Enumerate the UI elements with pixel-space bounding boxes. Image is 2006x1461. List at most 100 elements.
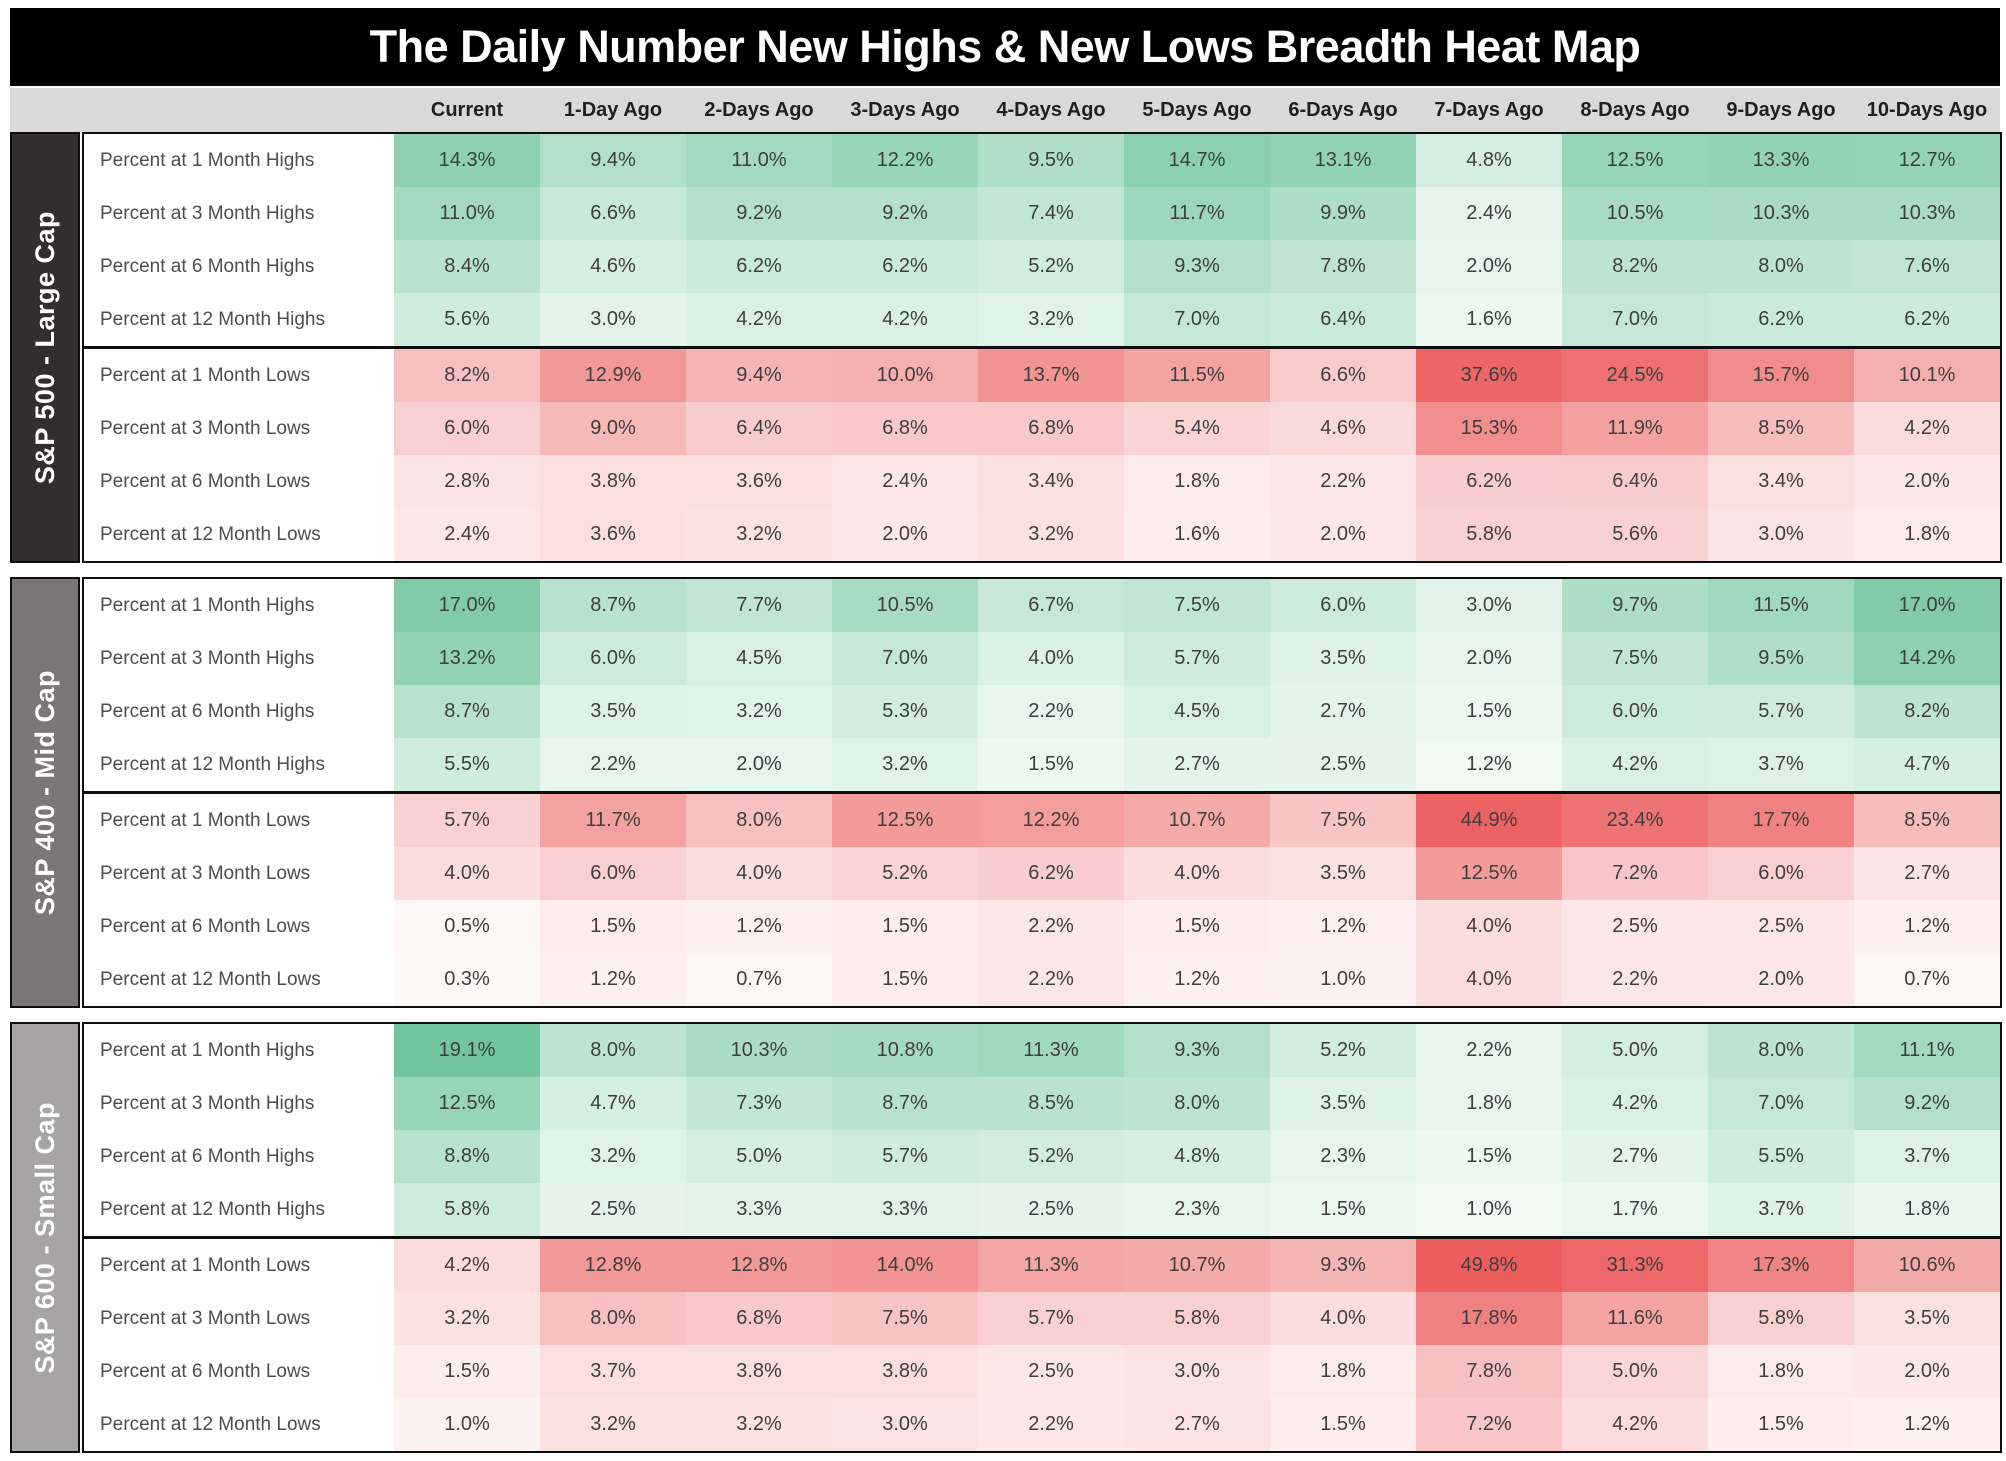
heatmap-cell: 12.2% [832,134,978,187]
heatmap-cell: 1.7% [1562,1183,1708,1236]
row-label: Percent at 6 Month Lows [84,900,394,953]
row-label: Percent at 12 Month Highs [84,1183,394,1236]
heatmap-cell: 8.7% [394,685,540,738]
heatmap-cell: 9.2% [686,187,832,240]
heatmap-cell: 1.2% [686,900,832,953]
heatmap-cell: 12.2% [978,794,1124,847]
heatmap-cell: 1.6% [1124,508,1270,561]
heatmap-cell: 7.5% [1124,579,1270,632]
heatmap-cell: 2.5% [540,1183,686,1236]
heatmap-cell: 9.7% [1562,579,1708,632]
heatmap-cell: 7.5% [832,1292,978,1345]
heatmap-cell: 2.0% [1270,508,1416,561]
heatmap-cell: 1.0% [1270,953,1416,1006]
row-label: Percent at 3 Month Lows [84,1292,394,1345]
heatmap-cell: 6.0% [394,402,540,455]
heatmap-cell: 2.7% [1124,738,1270,791]
section-table-sp500-large-cap: Percent at 1 Month Highs 14.3% 9.4% 11.0% 12… [82,132,2002,563]
heatmap-cell: 7.2% [1416,1398,1562,1451]
page-title: The Daily Number New Highs & New Lows Br… [10,8,2000,86]
heatmap-cell: 8.0% [540,1292,686,1345]
heatmap-cell: 3.8% [686,1345,832,1398]
heatmap-cell: 7.0% [1124,293,1270,346]
heatmap-cell: 1.2% [1854,900,2000,953]
heatmap-cell: 7.0% [1562,293,1708,346]
heatmap-cell: 10.3% [1854,187,2000,240]
table-row: Percent at 12 Month Lows 1.0% 3.2% 3.2% 3.0%… [84,1398,2000,1451]
heatmap-cell: 12.7% [1854,134,2000,187]
table-row: Percent at 3 Month Lows 4.0% 6.0% 4.0% 5.2% 6… [84,847,2000,900]
heatmap-cell: 14.0% [832,1239,978,1292]
heatmap-cell: 2.5% [978,1183,1124,1236]
heatmap-cell: 2.0% [832,508,978,561]
heatmap-cell: 6.2% [978,847,1124,900]
heatmap-cell: 6.2% [1708,293,1854,346]
heatmap-cell: 11.0% [394,187,540,240]
heatmap-cell: 5.7% [1708,685,1854,738]
heatmap-cell: 8.0% [1124,1077,1270,1130]
heatmap-cell: 1.5% [832,900,978,953]
heatmap-cell: 2.0% [1708,953,1854,1006]
table-row: Percent at 6 Month Highs 8.7% 3.5% 3.2% 5.3%… [84,685,2000,738]
heatmap-cell: 6.6% [540,187,686,240]
heatmap-cell: 2.7% [1562,1130,1708,1183]
heatmap-cell: 5.8% [394,1183,540,1236]
heatmap-cell: 8.2% [1562,240,1708,293]
row-label: Percent at 1 Month Highs [84,134,394,187]
heatmap-cell: 7.8% [1270,240,1416,293]
heatmap-cell: 7.2% [1562,847,1708,900]
heatmap-cell: 4.2% [686,293,832,346]
heatmap-cell: 5.7% [978,1292,1124,1345]
heatmap-cell: 11.3% [978,1239,1124,1292]
table-row: Percent at 1 Month Highs 14.3% 9.4% 11.0% 12… [84,134,2000,187]
heatmap-cell: 9.4% [686,349,832,402]
row-label: Percent at 6 Month Highs [84,240,394,293]
heatmap-cell: 11.6% [1562,1292,1708,1345]
heatmap-cell: 8.2% [394,349,540,402]
heatmap-cell: 5.3% [832,685,978,738]
heatmap-cell: 8.8% [394,1130,540,1183]
row-label: Percent at 6 Month Lows [84,1345,394,1398]
column-header-8: 8-Days Ago [1580,98,1690,121]
heatmap-cell: 1.5% [394,1345,540,1398]
heatmap-cell: 1.8% [1854,1183,2000,1236]
heatmap-cell: 4.2% [1562,738,1708,791]
heatmap-cell: 2.5% [1270,738,1416,791]
heatmap-cell: 6.4% [686,402,832,455]
row-label: Percent at 12 Month Highs [84,738,394,791]
heatmap-cell: 5.5% [394,738,540,791]
heatmap-cell: 7.7% [686,579,832,632]
heatmap-cell: 9.3% [1124,240,1270,293]
heatmap-cell: 15.7% [1708,349,1854,402]
heatmap-cell: 3.2% [832,738,978,791]
section-sp500-large-cap: S&P 500 - Large Cap Percent at 1 Month Hi… [10,132,2002,563]
section-label: S&P 400 - Mid Cap [29,669,60,916]
heatmap-cell: 4.5% [1124,685,1270,738]
heatmap-cell: 5.0% [1562,1024,1708,1077]
heatmap-cell: 2.0% [686,738,832,791]
heatmap-cell: 2.2% [978,953,1124,1006]
heatmap-cell: 10.7% [1124,794,1270,847]
heatmap-cell: 3.0% [1708,508,1854,561]
heatmap-cell: 10.5% [1562,187,1708,240]
heatmap-cell: 9.0% [540,402,686,455]
row-label: Percent at 1 Month Lows [84,349,394,402]
column-header-6: 6-Days Ago [1288,98,1398,121]
heatmap-cell: 31.3% [1562,1239,1708,1292]
heatmap-cell: 12.5% [832,794,978,847]
heatmap-cell: 5.7% [832,1130,978,1183]
heatmap-cell: 5.6% [1562,508,1708,561]
heatmap-cell: 4.8% [1416,134,1562,187]
heatmap-cell: 3.0% [1416,579,1562,632]
column-header-2: 2-Days Ago [704,98,814,121]
heatmap-cell: 5.0% [1562,1345,1708,1398]
heatmap-cell: 1.8% [1708,1345,1854,1398]
heatmap-cell: 4.0% [686,847,832,900]
heatmap-cell: 3.7% [540,1345,686,1398]
heatmap-cell: 3.2% [686,1398,832,1451]
heatmap-sections: S&P 500 - Large Cap Percent at 1 Month Hi… [10,132,2002,1453]
heatmap-cell: 2.3% [1270,1130,1416,1183]
heatmap-cell: 4.0% [1270,1292,1416,1345]
heatmap-cell: 1.8% [1270,1345,1416,1398]
heatmap-cell: 14.7% [1124,134,1270,187]
